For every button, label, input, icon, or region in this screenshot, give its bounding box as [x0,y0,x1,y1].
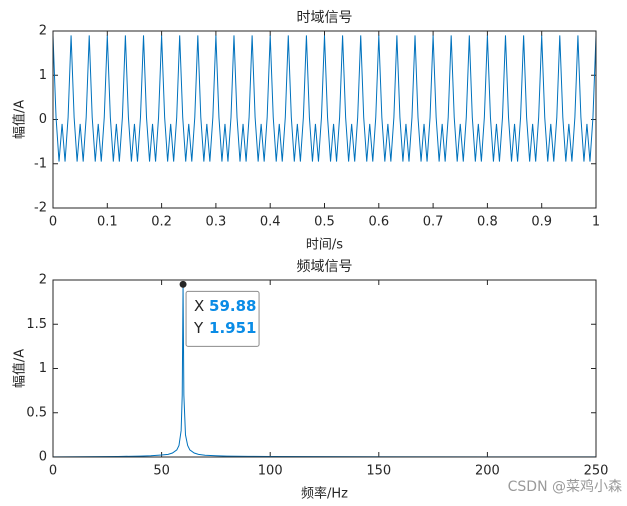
x-tick-label: 0.8 [477,215,498,230]
y-tick-label: 0 [39,450,47,465]
x-tick-label: 0.3 [206,215,227,230]
datatip-y-label: Y [193,319,204,337]
chart-title: 时域信号 [297,10,353,26]
x-tick-label: 1 [592,215,600,230]
x-tick-label: 0.6 [368,215,389,230]
plot-area [53,31,596,208]
datatip-box [185,290,260,347]
x-tick-label: 0.5 [314,215,335,230]
x-tick-label: 0.4 [260,215,281,230]
y-tick-label: 1 [39,361,47,376]
x-tick-label: 150 [366,464,391,479]
y-tick-label: 2 [39,24,47,39]
axes-box [52,279,597,458]
axes-box [52,30,597,209]
x-tick-label: 0 [49,215,57,230]
y-tick-label: -1 [34,156,47,171]
y-tick-label: 1 [39,68,47,83]
y-tick-label: 2 [39,273,47,288]
line-series [52,284,596,458]
y-tick-label: 0 [39,112,47,127]
datatip-marker [179,280,187,288]
y-axis-label: 幅值/A [12,349,28,388]
datatip-x-value: 59.88 [209,297,256,315]
x-tick-label: 200 [475,464,500,479]
y-axis-label: 幅值/A [12,100,28,139]
y-tick-label: 1.5 [26,317,47,332]
x-tick-label: 0 [49,464,57,479]
datatip-x-label: X [194,297,204,315]
x-tick-label: 250 [584,464,609,479]
line-series [52,35,597,162]
watermark: CSDN @菜鸡小森 [508,478,622,495]
chart-title: 频域信号 [297,259,353,275]
y-tick-label: -2 [34,201,47,216]
x-tick-label: 0.1 [97,215,118,230]
datatip-y-value: 1.951 [209,319,256,337]
x-tick-label: 0.2 [151,215,172,230]
plot-area [53,280,596,457]
x-tick-label: 50 [153,464,170,479]
x-tick-label: 0.7 [423,215,444,230]
x-axis-label: 频率/Hz [301,486,348,502]
x-tick-label: 0.9 [531,215,552,230]
x-axis-label: 时间/s [306,238,343,253]
x-tick-label: 100 [258,464,283,479]
y-tick-label: 0.5 [26,405,47,420]
